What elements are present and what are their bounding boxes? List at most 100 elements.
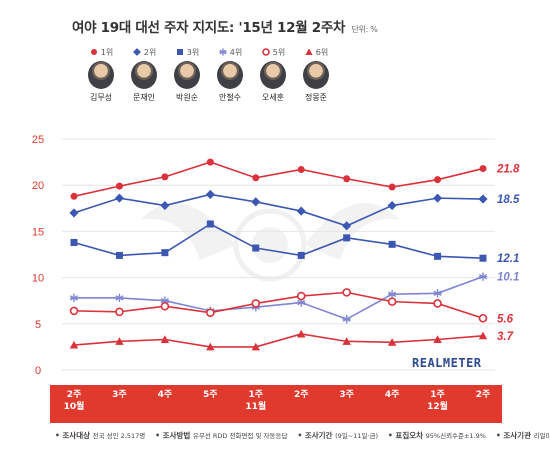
data-point [343, 175, 351, 183]
data-point [388, 183, 396, 191]
x-tick-label: 3주 [339, 390, 354, 400]
candidate-photo [217, 61, 243, 89]
legend-marker-icon [219, 48, 227, 56]
legend-name: 박원순 [175, 93, 199, 102]
footnote-label: • 조사대상 [55, 431, 93, 440]
legend-name: 문재인 [132, 93, 156, 102]
footnote-label: • 조사기관 [495, 431, 534, 440]
data-point [343, 234, 351, 242]
legend-marker-icon [132, 48, 141, 56]
end-value-label: 12.1 [497, 253, 519, 265]
candidate-photo [131, 61, 157, 89]
data-point [296, 206, 306, 216]
candidate-photo [260, 61, 286, 89]
x-tick-label: 2주 [293, 390, 309, 400]
y-tick-label: 20 [32, 180, 44, 192]
data-point [251, 197, 261, 207]
legend-name: 정몽준 [304, 93, 328, 102]
data-point [251, 342, 260, 351]
footnote-label: • 표집오차 [388, 431, 426, 440]
data-point [252, 244, 260, 252]
y-tick-label: 25 [32, 134, 44, 146]
data-point [69, 306, 79, 316]
y-tick-label: 10 [32, 273, 44, 285]
footnote-item: • 표집오차 95%신뢰수준±1.9% [388, 430, 486, 450]
legend-name: 김무성 [89, 93, 113, 102]
candidate-photo [174, 61, 200, 89]
legend-marker-icon [305, 48, 313, 55]
data-point [205, 189, 215, 199]
data-point [160, 200, 170, 211]
data-point [434, 176, 442, 184]
data-point [160, 335, 170, 344]
x-tick-label: 4주 [157, 390, 173, 400]
data-point [342, 337, 351, 345]
data-point [387, 338, 397, 346]
data-point [433, 299, 442, 308]
end-value-label: 10.1 [497, 272, 519, 284]
data-point [114, 193, 124, 203]
chart-title: 여야 19대 대선 주자 지지도: '15년 12월 2주차 단위: % [72, 16, 378, 36]
y-tick-label: 15 [32, 226, 44, 238]
legend-rank: 6위 [315, 47, 329, 57]
data-point [387, 297, 397, 306]
candidate-photo [303, 61, 329, 89]
x-tick-label: 2주 [475, 390, 491, 400]
legend-name: 안철수 [218, 93, 242, 102]
data-point [296, 291, 306, 301]
footnote-text: 95%신뢰수준±1.9% [425, 432, 486, 440]
footnote-text: 유무선 RDD 전화면접 및 자동응답 [192, 432, 288, 440]
end-value-label: 21.8 [496, 164, 520, 176]
brand-logo: REALMETER [412, 356, 482, 370]
data-point [206, 220, 214, 228]
footnote-item: • 조사기간 (9일~11일·금) [297, 430, 378, 450]
data-point [479, 165, 487, 173]
data-point [115, 307, 124, 317]
legend-marker-icon [90, 49, 97, 55]
legend: 1위 김무성 2위 문재인 3위 박원순 4위 안철수 5위 오세훈 6위 정몽준 [80, 46, 380, 116]
footnote-item: • 조사대상 전국 성인 2,517명 [55, 430, 145, 450]
data-point [434, 252, 442, 260]
x-tick-label: 1주 11월 [245, 390, 267, 412]
legend-item: 1위 김무성 [80, 46, 122, 103]
footnote-item: • 조사방법 유무선 RDD 전화면접 및 자동응답 [155, 430, 287, 450]
data-point [387, 200, 397, 211]
data-point [478, 331, 488, 340]
footnote: • 조사대상 전국 성인 2,517명 • 조사방법 유무선 RDD 전화면접 및… [55, 430, 550, 450]
data-point [387, 290, 397, 299]
series-line [73, 333, 484, 348]
footnote-label: • 조사방법 [155, 431, 193, 440]
end-value-label: 5.6 [497, 313, 514, 325]
footnote-item: • 조사기관 리얼미터 [496, 430, 550, 450]
data-point [479, 254, 487, 262]
series-line [73, 161, 484, 198]
legend-item: 2위 문재인 [123, 46, 165, 103]
series-group: 5.6 [69, 288, 514, 325]
data-point [252, 174, 260, 182]
data-point [206, 308, 215, 318]
series-line [74, 275, 484, 321]
x-tick-label: 2주 10월 [63, 390, 85, 412]
end-value-label: 3.7 [497, 331, 514, 343]
data-point [297, 251, 305, 259]
series-line [73, 223, 484, 259]
data-point [251, 299, 261, 308]
footnote-text: (9일~11일·금) [335, 432, 379, 440]
data-point [342, 314, 351, 324]
data-point [70, 238, 78, 246]
legend-rank: 3위 [186, 47, 200, 57]
title-text: 여야 19대 대선 주자 지지도: '15년 12월 2주차 [72, 20, 346, 36]
legend-item: 5위 오세훈 [252, 46, 294, 103]
data-point [478, 194, 488, 204]
footnote-label: • 조사기간 [297, 431, 336, 440]
data-point [69, 293, 79, 303]
data-point [433, 289, 442, 298]
footnote-text: 리얼미터 [533, 432, 550, 440]
data-point [297, 165, 305, 173]
legend-marker-icon [176, 49, 183, 55]
end-value-label: 18.5 [497, 194, 520, 206]
y-tick-label: 5 [35, 319, 41, 331]
legend-rank: 4위 [229, 47, 243, 57]
